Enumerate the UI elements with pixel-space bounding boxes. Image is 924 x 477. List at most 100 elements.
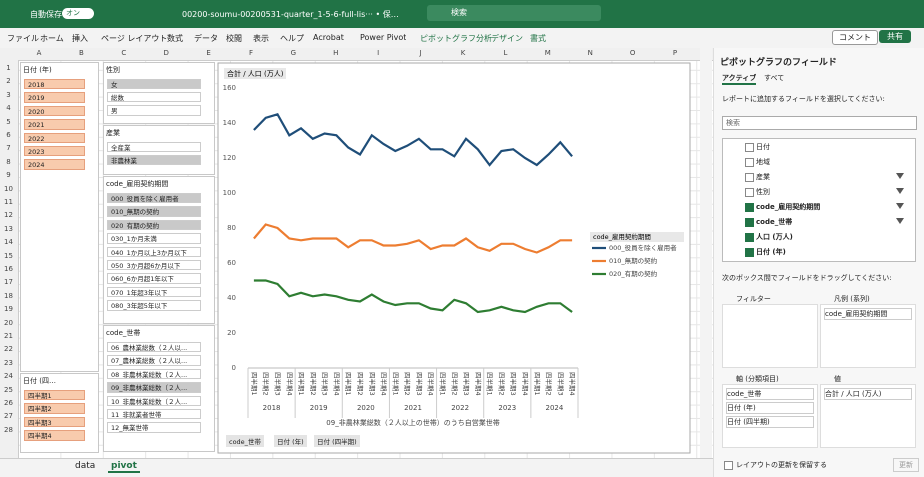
pane-tab[interactable]: すべて [764,74,785,82]
chart-area[interactable] [217,62,691,454]
menu-bar [0,28,924,48]
menu-item[interactable]: 書式 [530,34,546,43]
menu-item[interactable]: ページ レイアウト [101,34,168,43]
slicer-item[interactable]: 2018 [24,79,85,90]
field-name[interactable]: 産業 [756,173,770,181]
x-tick-label: 四半期1 [486,372,495,396]
search-box[interactable]: 検索 [427,5,601,21]
slicer-item[interactable]: 08_非農林業総数（２人... [107,368,201,380]
field-button[interactable]: 日付 (年) [274,435,307,447]
slicer-item[interactable]: 2021 [24,119,85,130]
slicer-item[interactable]: 09_非農林業総数（２人... [107,382,201,393]
slicer-item[interactable]: 非農林業 [107,155,201,166]
comment-button[interactable]: コメント [832,30,878,45]
slicer-item[interactable]: 020_有期の契約 [107,219,201,231]
slicer-item[interactable]: 2020 [24,105,85,117]
slicer-item[interactable]: 男 [107,105,201,116]
update-button[interactable]: 更新 [893,458,919,472]
area-item[interactable]: 日付 (四半期) [726,416,814,428]
pane-tab[interactable]: アクティブ [722,73,757,85]
y-tick-label: 120 [223,154,236,162]
sheet-tab[interactable]: pivot [108,461,140,473]
menu-item[interactable]: 校閲 [226,34,242,43]
x-group-label: 2020 [357,404,375,412]
slicer-item[interactable]: 女 [107,79,201,90]
slicer-item[interactable]: 四半期1 [24,390,85,401]
filter-icon [896,203,904,209]
field-checkbox[interactable] [745,188,754,197]
row-header: 26 [4,399,13,407]
share-button[interactable]: 共有 [879,30,911,43]
field-name[interactable]: 人口 (万人) [756,233,793,241]
field-name[interactable]: 地域 [756,158,770,166]
pane-search[interactable]: 検索 [722,116,917,130]
field-button[interactable]: 日付 (四半期) [314,435,360,447]
slicer-item[interactable]: 070_1年超3年以下 [107,286,201,298]
x-tick-label: 四半期2 [403,372,412,396]
menu-item[interactable]: ホーム [40,34,64,43]
menu-item[interactable]: Acrobat [313,33,344,42]
field-name[interactable]: 日付 (年) [756,248,786,256]
x-tick-label: 四半期1 [438,372,447,396]
row-header: 23 [4,358,13,367]
slicer-item[interactable]: 四半期4 [24,430,85,441]
slicer-item[interactable]: 10_非農林業総数（２人... [107,395,201,406]
row-header: 20 [4,318,13,327]
slicer-item[interactable]: 010_無期の契約 [107,206,201,217]
slicer-item[interactable]: 12_無業世帯 [107,422,201,433]
row-header: 7 [6,144,11,153]
field-checkbox[interactable] [745,218,754,227]
drag-instruction: 次のボックス間でフィールドをドラッグしてください: [722,274,892,282]
slicer-item[interactable]: 総数 [107,92,201,103]
slicer-item[interactable]: 四半期3 [24,416,85,428]
slicer-item[interactable]: 060_6か月超1年以下 [107,273,201,284]
field-checkbox[interactable] [745,173,754,182]
slicer-item[interactable]: 06_農林業総数（２人以... [107,342,201,353]
scrollbar[interactable] [700,48,712,458]
field-name[interactable]: 性別 [756,188,770,196]
menu-item[interactable]: ファイル [7,34,39,43]
slicer-item[interactable]: 040_1か月以上3か月以下 [107,246,201,257]
slicer-item[interactable]: 11_非就業者世帯 [107,409,201,420]
field-name[interactable]: 日付 [756,143,770,151]
slicer-item[interactable]: 030_1か月未満 [107,233,201,244]
slicer-item[interactable]: 07_農林業総数（２人以... [107,355,201,366]
menu-item[interactable]: ピボットグラフ分析 [420,34,492,43]
area-item[interactable]: code_雇用契約期間 [824,308,912,320]
menu-item[interactable]: Power Pivot [360,33,407,42]
area-item[interactable]: code_世帯 [726,388,814,400]
slicer-item[interactable]: 2019 [24,92,85,103]
menu-item[interactable]: デザイン [491,34,523,43]
field-checkbox[interactable] [745,143,754,152]
slicer-item[interactable]: 2023 [24,146,85,157]
x-group-label: 2022 [451,404,469,412]
slicer-item[interactable]: 050_3か月超6か月以下 [107,260,201,271]
menu-item[interactable]: 数式 [167,34,183,43]
menu-item[interactable]: データ [194,34,218,43]
slicer-item[interactable]: 2024 [24,159,85,170]
slicer-item[interactable]: 四半期2 [24,403,85,414]
slicer-item[interactable]: 080_3年超5年以下 [107,300,201,311]
sheet-tab[interactable]: data [75,461,96,471]
menu-item[interactable]: ヘルプ [280,34,304,43]
defer-checkbox[interactable] [724,461,733,470]
menu-item[interactable]: 表示 [253,34,269,43]
field-checkbox[interactable] [745,203,754,212]
filter-icon [896,188,904,194]
area-item[interactable]: 合計 / 人口 (万人) [824,388,912,400]
field-checkbox[interactable] [745,233,754,242]
field-checkbox[interactable] [745,158,754,167]
area-item[interactable]: 日付 (年) [726,402,814,414]
slicer-item[interactable]: 全産業 [107,142,201,153]
field-name[interactable]: code_世帯 [756,218,793,226]
slicer-item[interactable]: 2022 [24,132,85,143]
menu-item[interactable]: 挿入 [72,34,88,43]
legend-label: 020_有期の契約 [609,269,658,278]
field-checkbox[interactable] [745,248,754,257]
slicer-item[interactable]: 000_役員を除く雇用者 [107,193,201,204]
field-name[interactable]: code_雇用契約期間 [756,203,821,211]
field-button[interactable]: code_世帯 [226,435,264,447]
autosave-toggle[interactable]: オン [62,8,94,19]
